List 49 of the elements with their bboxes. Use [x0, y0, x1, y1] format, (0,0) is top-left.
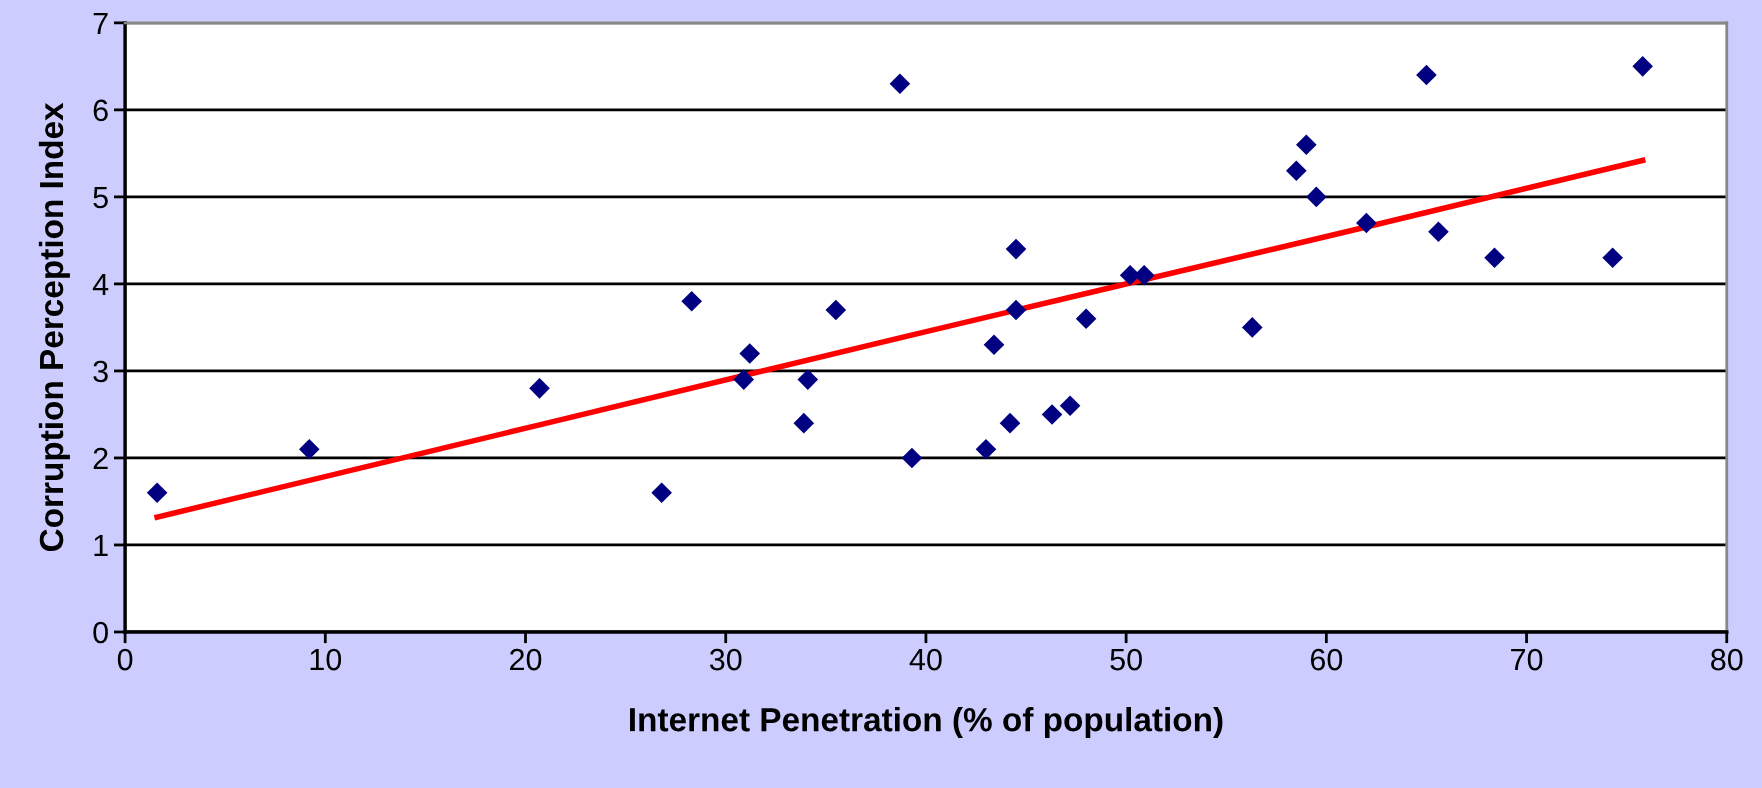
- y-tick-label: 4: [92, 273, 109, 295]
- point: [1428, 221, 1449, 242]
- point: [825, 299, 847, 321]
- x-axis-title: Internet Penetration (% of population): [630, 706, 1223, 739]
- x-tick-label: 30: [709, 648, 742, 671]
- point: [739, 343, 761, 364]
- point: [1241, 317, 1263, 338]
- x-tick-label: 40: [909, 648, 942, 671]
- point: [1005, 238, 1027, 260]
- point: [901, 447, 923, 469]
- point: [1306, 186, 1327, 208]
- point: [983, 334, 1005, 356]
- point: [681, 291, 702, 312]
- point: [999, 412, 1021, 434]
- point: [529, 378, 550, 399]
- y-axis-title: Corruption Perception Index: [38, 102, 70, 552]
- point: [1484, 247, 1505, 269]
- point: [1296, 134, 1317, 155]
- point: [889, 73, 911, 95]
- point: [1286, 160, 1307, 182]
- y-tick-label: 3: [93, 360, 108, 383]
- point: [1059, 395, 1081, 417]
- point: [298, 438, 320, 460]
- point: [733, 369, 755, 390]
- x-tick-label: 0: [117, 648, 133, 671]
- x-tick-label: 60: [1310, 648, 1343, 671]
- point: [1356, 212, 1377, 234]
- point: [1005, 299, 1027, 321]
- point: [1632, 56, 1653, 77]
- y-tick-label: 6: [93, 99, 108, 122]
- point: [1602, 247, 1623, 269]
- y-tick-label: 0: [93, 621, 108, 644]
- x-tick-label: 50: [1110, 648, 1142, 671]
- point: [146, 482, 168, 504]
- point: [975, 438, 997, 460]
- point: [1416, 64, 1437, 86]
- y-tick-label: 5: [93, 186, 108, 209]
- point: [1075, 308, 1097, 330]
- y-tick-label: 7: [93, 12, 108, 34]
- x-tick-label: 80: [1711, 648, 1743, 671]
- y-tick-label: 1: [94, 535, 108, 557]
- point: [797, 369, 819, 390]
- point: [793, 412, 815, 434]
- x-tick-label: 20: [510, 648, 542, 671]
- x-tick-label: 10: [310, 648, 342, 671]
- point: [1041, 404, 1063, 425]
- point: [651, 482, 672, 504]
- y-tick-label: 2: [93, 447, 108, 470]
- x-tick-label: 70: [1511, 648, 1543, 671]
